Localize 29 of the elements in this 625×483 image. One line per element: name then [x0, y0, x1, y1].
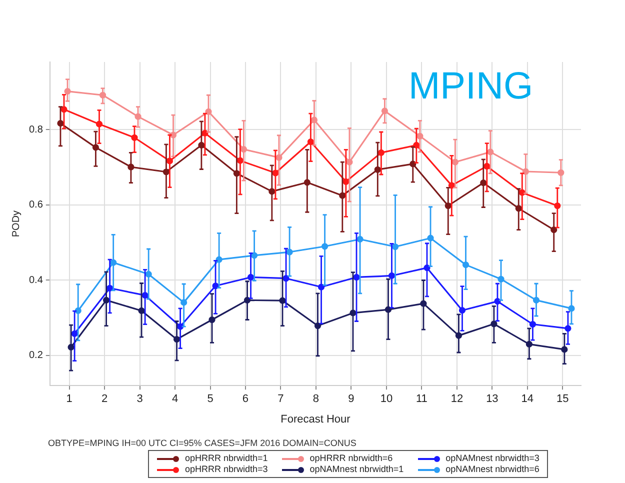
x-tick-label: 10 — [380, 393, 393, 406]
annotation: MPING — [408, 65, 533, 108]
y-tick-label: 0.2 — [28, 350, 44, 362]
legend-label: opNAMnest nbrwidth=1 — [310, 464, 404, 475]
x-tick-label: 1 — [66, 393, 72, 406]
x-tick-label: 2 — [101, 393, 108, 406]
y-axis-title: PODy — [10, 210, 22, 238]
x-tick-label: 8 — [312, 393, 320, 406]
x-tick-label: 7 — [278, 393, 284, 406]
y-tick-label: 0.4 — [28, 274, 44, 286]
x-tick-label: 11 — [416, 393, 428, 406]
legend-label: opHRRR nbrwidth=6 — [310, 453, 393, 464]
x-tick-label: 14 — [521, 393, 534, 406]
y-tick-label: 0.6 — [28, 200, 44, 211]
x-tick-label: 9 — [348, 393, 354, 406]
x-tick-label: 13 — [486, 393, 498, 406]
x-tick-label: 15 — [556, 393, 569, 406]
legend-label: opHRRR nbrwidth=3 — [185, 464, 268, 475]
x-tick-label: 3 — [136, 393, 143, 406]
x-tick-label: 5 — [207, 393, 214, 406]
y-tick-label: 0.8 — [28, 124, 44, 136]
legend-label: opNAMnest nbrwidth=3 — [446, 453, 540, 464]
x-tick-label: 4 — [172, 393, 178, 406]
x-tick-label: 6 — [242, 393, 249, 406]
text: OBTYPE=MPING IH=00 UTC CI=95% CASES=JFM 2016 DOMAIN=CONUS — [48, 438, 356, 448]
legend-label: opNAMnest nbrwidth=6 — [446, 464, 540, 475]
legend-label: opHRRR nbrwidth=1 — [185, 453, 268, 464]
x-tick-label: 12 — [450, 393, 464, 406]
x-axis-title: Forecast Hour — [280, 413, 351, 426]
